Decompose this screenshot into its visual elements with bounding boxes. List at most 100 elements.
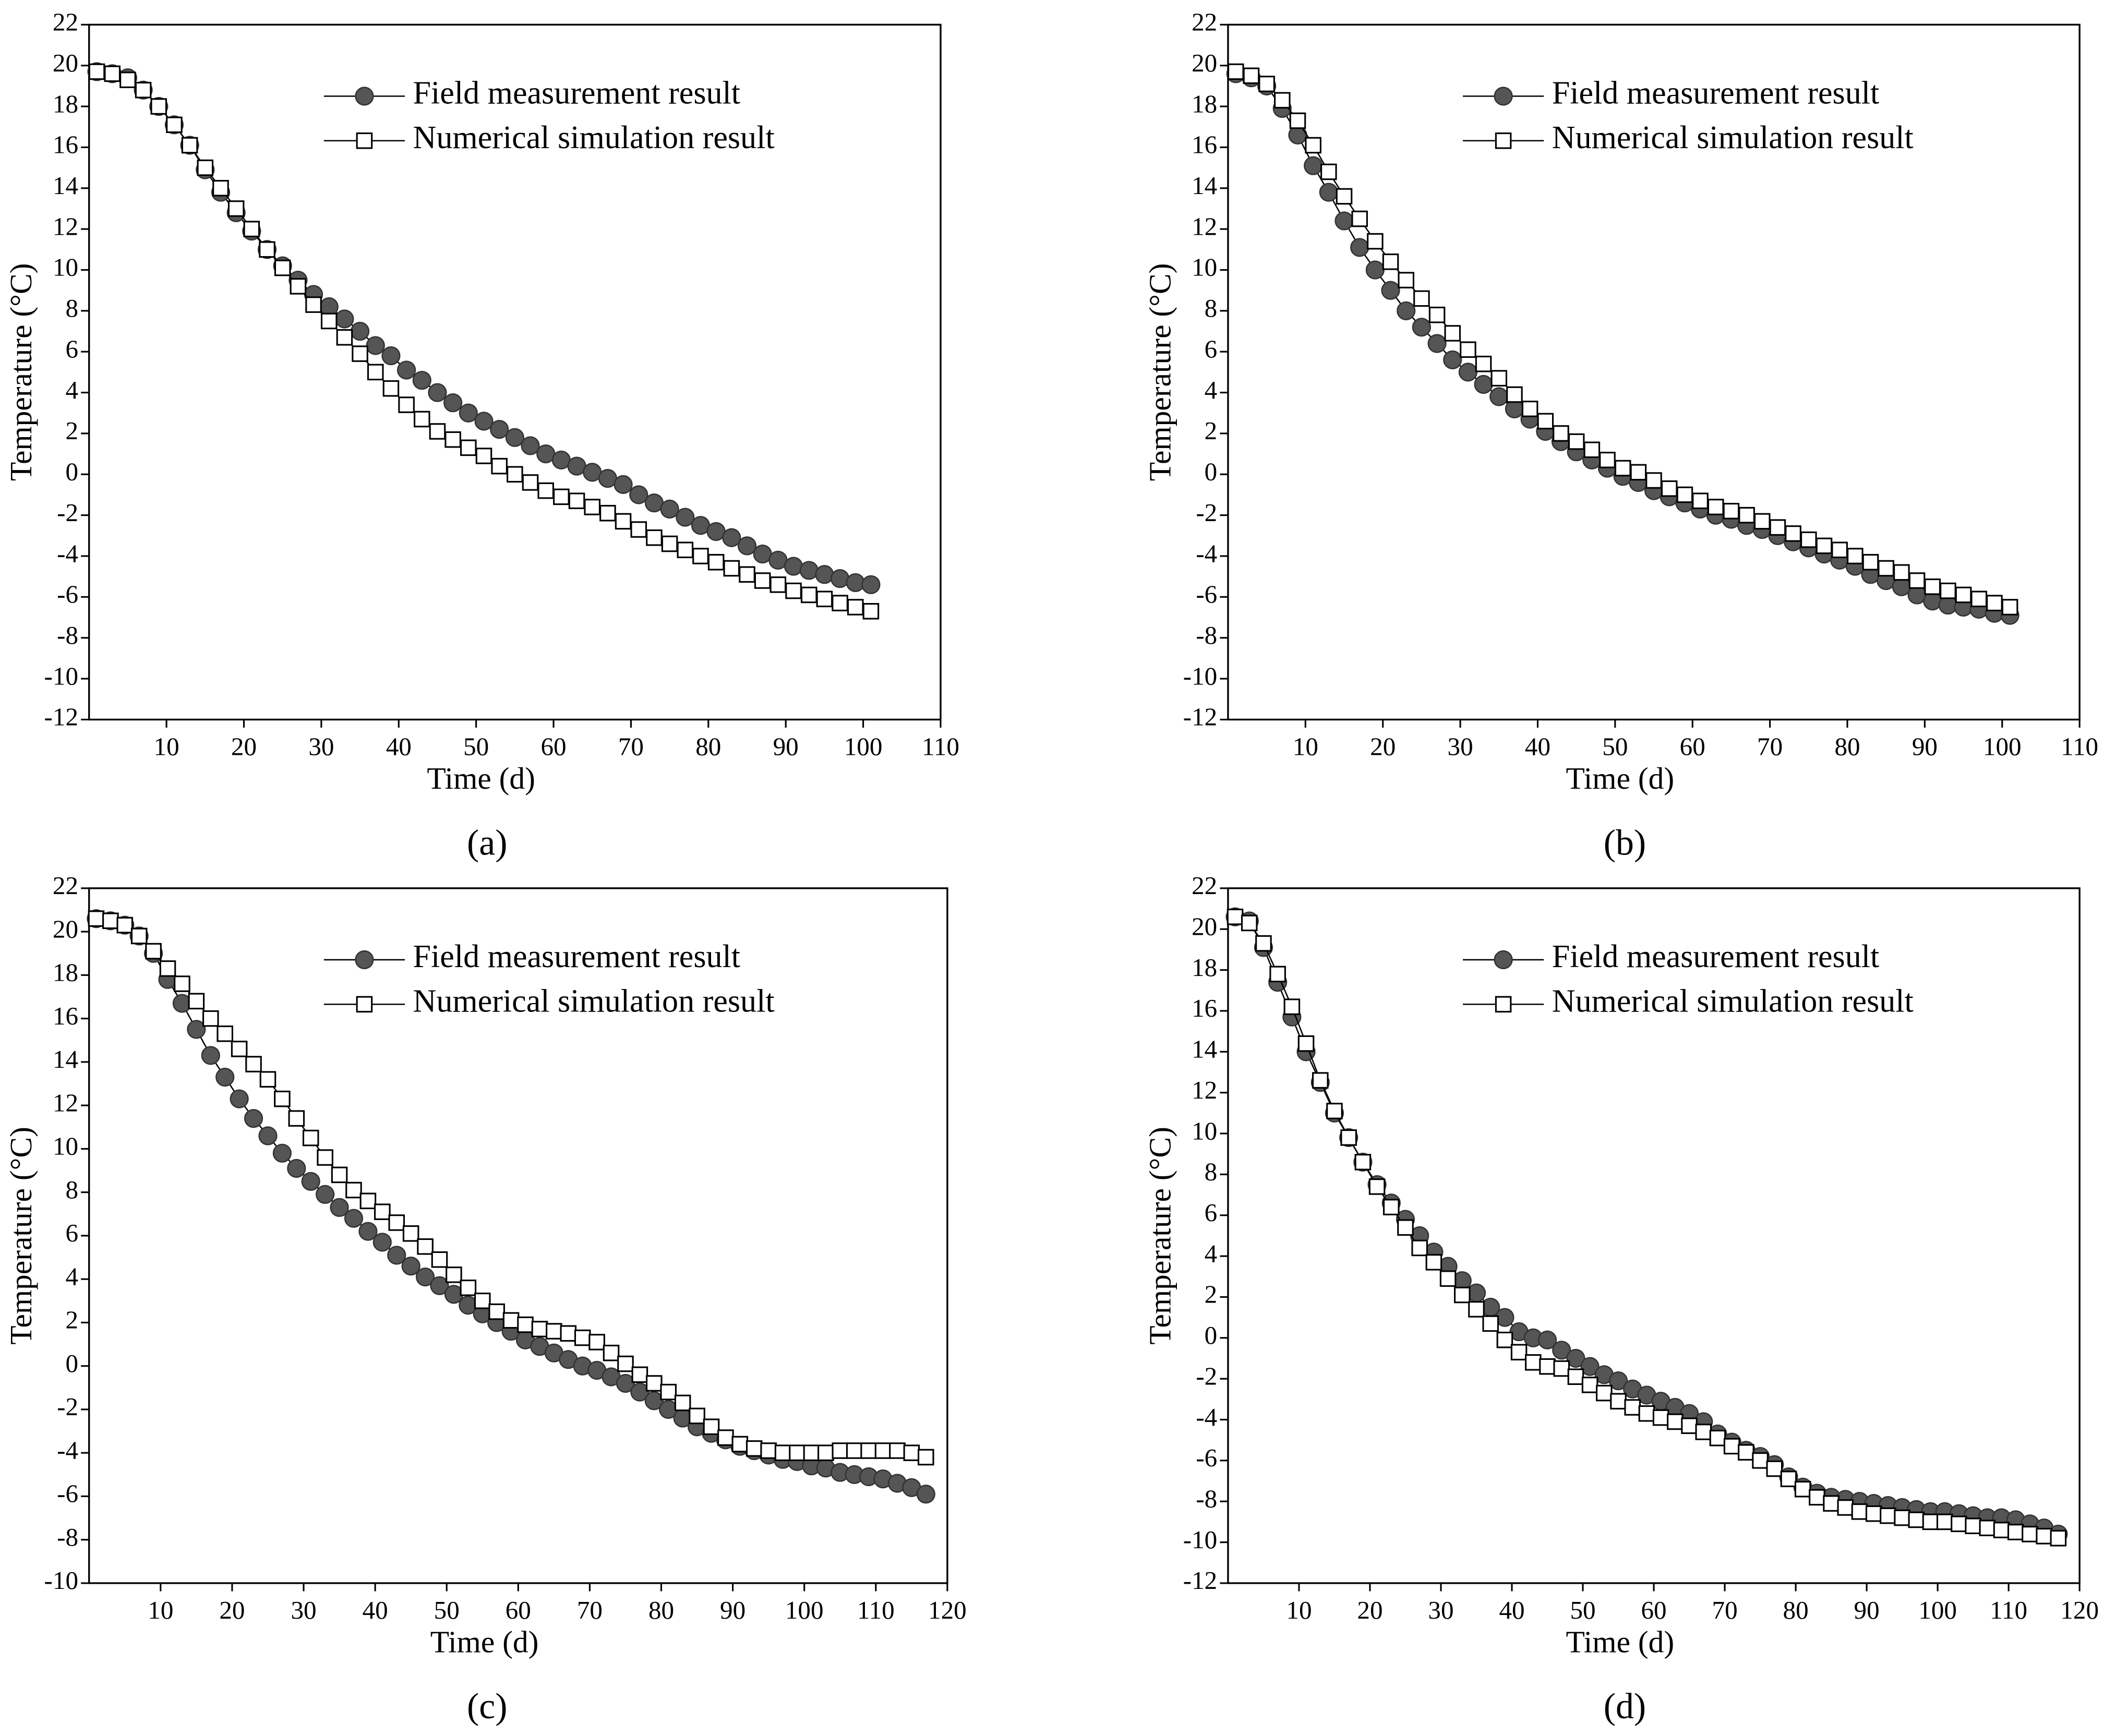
point [689, 1407, 705, 1425]
point [785, 582, 802, 599]
y-tick-label: 10 [1192, 1116, 1217, 1145]
y-tick-label: -4 [57, 1436, 78, 1464]
x-axis-label: Time (d) [430, 1625, 539, 1659]
y-tick-label: 6 [1205, 1198, 1218, 1227]
point [1652, 1409, 1669, 1426]
panel-label: (a) [467, 823, 508, 863]
point [754, 572, 771, 589]
point [104, 65, 121, 82]
point [1681, 1417, 1698, 1434]
point [1738, 507, 1755, 524]
point [135, 81, 152, 99]
point [847, 599, 864, 616]
point [359, 1192, 377, 1210]
point [739, 566, 755, 583]
point [1837, 1499, 1854, 1516]
x-tick-label: 110 [2061, 732, 2098, 761]
point [1439, 1270, 1457, 1287]
point [1922, 1513, 1939, 1530]
y-tick-label: 14 [53, 1045, 78, 1074]
point [1794, 1480, 1811, 1498]
point [1553, 425, 1569, 442]
x-tick-label: 50 [1602, 732, 1628, 761]
point [1496, 1331, 1513, 1348]
point [1692, 492, 1709, 509]
y-tick-label: -4 [1196, 1403, 1217, 1431]
legend-marker [1495, 132, 1512, 149]
point [1274, 92, 1291, 109]
point [1608, 1371, 1628, 1391]
point [1443, 350, 1462, 369]
y-tick-label: 20 [53, 914, 78, 943]
point [832, 1442, 849, 1459]
y-tick-label: -12 [44, 703, 78, 731]
point [1676, 486, 1693, 503]
x-tick-label: 80 [1834, 732, 1860, 761]
point [1382, 254, 1399, 270]
point [1413, 290, 1430, 307]
point [1474, 375, 1493, 394]
point [1894, 1509, 1910, 1526]
point [1610, 1393, 1627, 1410]
point [1893, 564, 1910, 581]
y-tick-label: 22 [1192, 871, 1217, 900]
y-tick-label: -6 [57, 580, 78, 609]
point [861, 575, 881, 594]
point [1537, 1330, 1557, 1349]
point [119, 71, 136, 88]
point [522, 474, 539, 491]
point [737, 536, 757, 556]
point [1319, 183, 1338, 202]
point [817, 1444, 834, 1461]
point [417, 1238, 434, 1255]
point [1297, 1035, 1315, 1052]
point [677, 541, 694, 559]
point [800, 586, 817, 604]
point [381, 346, 401, 366]
point [88, 63, 105, 80]
point [1398, 272, 1414, 288]
point [1489, 387, 1509, 406]
y-tick-label: -2 [57, 1392, 78, 1421]
point [446, 1267, 462, 1283]
point [617, 1355, 634, 1372]
point [166, 116, 183, 134]
point [201, 1046, 220, 1065]
point [259, 1071, 276, 1088]
point [1645, 472, 1662, 489]
y-tick-label: 2 [1205, 416, 1218, 445]
x-tick-label: 90 [1854, 1596, 1880, 1624]
point [316, 1185, 335, 1204]
y-tick-label: -2 [1196, 498, 1217, 527]
point [1365, 260, 1385, 280]
point [746, 1440, 763, 1457]
point [784, 557, 803, 576]
point [102, 912, 119, 930]
x-tick-label: 120 [928, 1596, 967, 1624]
x-tick-label: 120 [2060, 1596, 2099, 1624]
point [1510, 1344, 1528, 1360]
y-tick-label: 4 [1205, 376, 1218, 404]
chart: -12 -10 -8 -6 -4 -2 0 2 4 6 8 10 12 14 16 18 20 22 10 20 30 4… [1143, 8, 2098, 863]
point [1283, 998, 1301, 1015]
point [816, 590, 833, 608]
point [150, 98, 167, 115]
y-tick-label: 10 [53, 253, 78, 282]
point [717, 1429, 734, 1446]
y-tick-label: -6 [1196, 1443, 1217, 1472]
point [1800, 531, 1817, 548]
point [1241, 914, 1258, 932]
point [1878, 560, 1894, 577]
x-axis-label: Time (d) [1566, 761, 1675, 795]
point [320, 312, 338, 330]
point [488, 1303, 505, 1320]
y-tick-label: 18 [1192, 953, 1217, 982]
point [1993, 1522, 2010, 1538]
point [302, 1129, 319, 1147]
y-tick-label: -8 [57, 621, 78, 649]
point [1979, 1520, 1996, 1536]
y-tick-label: 16 [53, 1002, 78, 1030]
point [646, 1375, 663, 1392]
point [402, 1225, 419, 1242]
legend-marker [356, 132, 373, 149]
